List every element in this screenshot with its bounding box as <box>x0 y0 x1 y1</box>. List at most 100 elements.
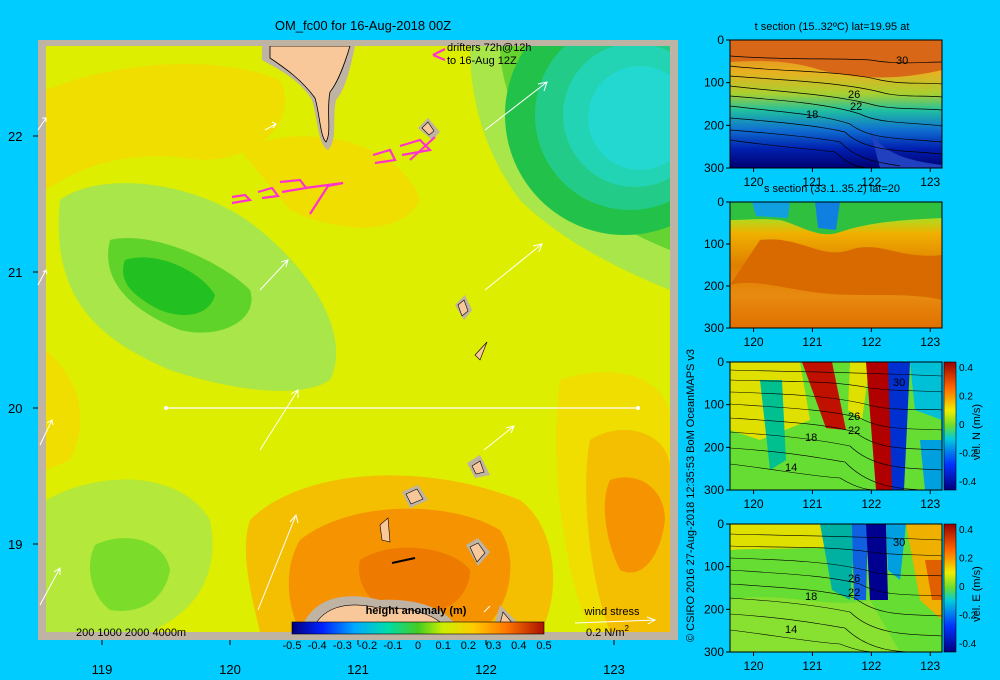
vel-tick-label: -0.4 <box>959 477 977 488</box>
vel-tick-label: 0.2 <box>959 554 973 565</box>
ve-contour-22: 22 <box>848 587 860 599</box>
vn-contour-14: 14 <box>785 462 797 474</box>
panel-x-tick-label: 123 <box>920 335 940 349</box>
t-contour-22: 22 <box>850 101 862 113</box>
depth-legend: 200 1000 2000 4000m <box>76 627 186 639</box>
map-x-tick-label: 121 <box>347 662 369 677</box>
panel-y-tick-label: 300 <box>704 645 724 659</box>
panel-x-tick-label: 121 <box>802 175 822 189</box>
map-title: OM_fc00 for 16-Aug-2018 00Z <box>275 18 451 33</box>
panel-x-tick-label: 123 <box>920 175 940 189</box>
wind-legend: wind stress 0.2 N/m2 <box>574 606 657 639</box>
panel-y-tick-label: 0 <box>717 195 724 209</box>
panel-s-section: s section (33.1..35.2) lat=20 <box>729 183 943 329</box>
panel-y-tick-label: 200 <box>704 279 724 293</box>
map-x-tick-label: 119 <box>92 662 113 677</box>
vn-contour-18: 18 <box>805 432 817 444</box>
vel-tick-label: 0.4 <box>959 525 973 536</box>
map-y-tick-label: 20 <box>8 401 22 416</box>
panel-y-tick-label: 100 <box>704 398 724 412</box>
drifter-note-2: to 16-Aug 12Z <box>447 55 517 67</box>
vn-contour-30: 30 <box>893 377 905 389</box>
colorbar-tick-label: 0 <box>415 640 421 652</box>
panel-x-tick-label: 121 <box>802 497 822 511</box>
panel-x-tick-label: 122 <box>861 175 881 189</box>
panel-x-tick-label: 120 <box>744 175 764 189</box>
colorbar-tick-label: 0.2 <box>461 640 476 652</box>
panel-x-tick-label: 121 <box>802 335 822 349</box>
panel-y-tick-label: 0 <box>717 355 724 369</box>
panel-y-tick-label: 0 <box>717 517 724 531</box>
panel-y-tick-label: 200 <box>704 118 724 132</box>
vel-tick-label: -0.2 <box>959 610 977 621</box>
vel-tick-label: -0.4 <box>959 639 977 650</box>
vn-contour-26: 26 <box>848 411 860 423</box>
panel-y-tick-label: 100 <box>704 237 724 251</box>
panel-x-tick-label: 122 <box>861 335 881 349</box>
panel-y-tick-label: 200 <box>704 602 724 616</box>
t-section-title: t section (15..32ºC) lat=19.95 at <box>755 21 910 33</box>
panel-vel-n: 30 26 22 18 14 <box>729 361 957 491</box>
colorbar-tick-label: 0.1 <box>436 640 451 652</box>
panel-x-tick-label: 120 <box>744 659 764 673</box>
ve-contour-26: 26 <box>848 573 860 585</box>
colorbar-tick-label: -0.2 <box>358 640 377 652</box>
panel-x-tick-label: 122 <box>861 497 881 511</box>
t-contour-30: 30 <box>896 55 908 67</box>
panel-x-tick-label: 121 <box>802 659 822 673</box>
colorbar-tick-label: -0.4 <box>308 640 327 652</box>
map-y-axis: 22 21 20 19 <box>8 129 38 552</box>
wind-legend-label: wind stress <box>583 606 640 618</box>
panel-x-tick-label: 123 <box>920 497 940 511</box>
colorbar: height anomaly (m) -0.5 -0.4 -0.3 -0.2 -0.1 0… <box>283 605 552 652</box>
credit: © CSIRO 2016 27-Aug-2018 12:35:53 BoM Oc… <box>685 349 697 642</box>
wind-scale: 0.2 N/m2 <box>586 624 630 639</box>
map-x-tick-label: 122 <box>475 662 497 677</box>
height-anomaly-field <box>46 46 670 632</box>
drifter-note-1: drifters 72h@12h <box>447 42 532 54</box>
vel-tick-label: 0.2 <box>959 392 973 403</box>
colorbar-tick-label: 0.3 <box>486 640 501 652</box>
panel-y-tick-label: 300 <box>704 161 724 175</box>
panel-y-tick-label: 0 <box>717 33 724 47</box>
vel-n-label: vel. N (m/s) <box>971 404 983 460</box>
map-x-tick-label: 120 <box>219 662 241 677</box>
vn-contour-22: 22 <box>848 425 860 437</box>
colorbar-tick-label: -0.5 <box>283 640 302 652</box>
ve-contour-30: 30 <box>893 537 905 549</box>
s-section-title: s section (33.1..35.2) lat=20 <box>764 183 900 195</box>
section-line <box>164 406 640 410</box>
t-contour-26: 26 <box>848 89 860 101</box>
panel-x-tick-label: 123 <box>920 659 940 673</box>
ve-contour-18: 18 <box>805 591 817 603</box>
panel-x-tick-label: 120 <box>744 497 764 511</box>
map-x-tick-label: 123 <box>603 662 625 677</box>
panel-t-section: t section (15..32ºC) lat=19.95 at 30 26 … <box>729 21 943 169</box>
colorbar-tick-label: 0.5 <box>536 640 551 652</box>
wind-stress-arrows <box>37 81 548 613</box>
drifter-tracks <box>231 48 446 215</box>
panel-y-tick-label: 300 <box>704 483 724 497</box>
colorbar-tick-label: 0.4 <box>511 640 526 652</box>
t-contour-18: 18 <box>806 109 818 121</box>
map-x-axis: 119 120 121 122 123 <box>92 640 625 677</box>
map-y-tick-label: 21 <box>8 265 22 280</box>
panel-x-tick-label: 122 <box>861 659 881 673</box>
map-y-tick-label: 22 <box>8 129 22 144</box>
colorbar-ticks: -0.5 -0.4 -0.3 -0.2 -0.1 0 0.1 0.2 0.3 0.4 0.5 <box>283 640 552 652</box>
colorbar-tick-label: -0.3 <box>333 640 352 652</box>
panel-vel-e: 30 26 22 18 14 <box>729 523 957 653</box>
vel-e-label: vel. E (m/s) <box>971 566 983 622</box>
vel-tick-label: 0.4 <box>959 363 973 374</box>
vel-tick-label: 0 <box>959 582 965 593</box>
colorbar-title: height anomaly (m) <box>366 605 467 617</box>
vel-tick-label: -0.2 <box>959 448 977 459</box>
ve-contour-14: 14 <box>785 624 797 636</box>
map-y-tick-label: 19 <box>8 537 22 552</box>
panel-y-tick-label: 100 <box>704 560 724 574</box>
panel-y-tick-label: 300 <box>704 321 724 335</box>
panel-x-tick-label: 120 <box>744 335 764 349</box>
colorbar-tick-label: -0.1 <box>383 640 402 652</box>
